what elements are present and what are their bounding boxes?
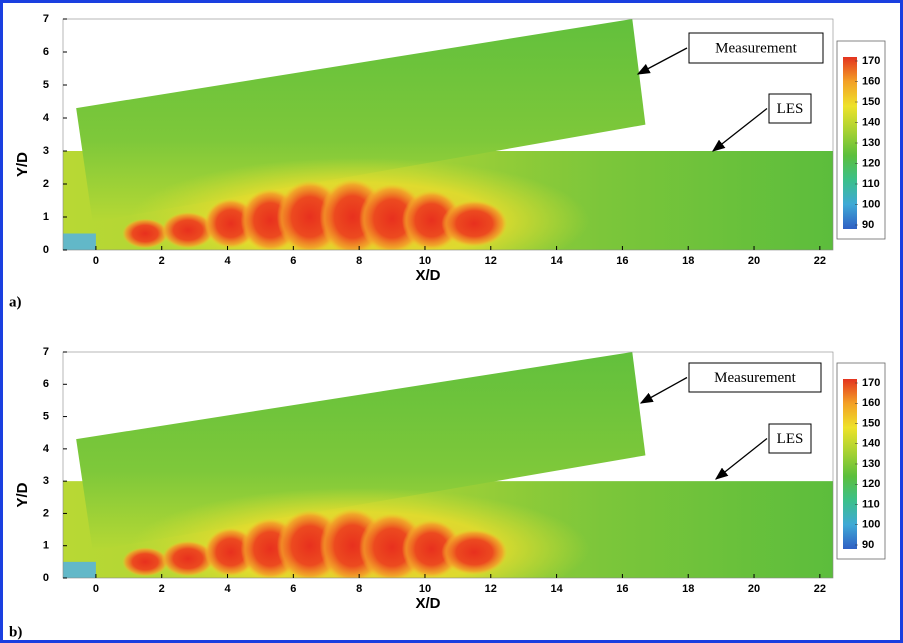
x-tick-label: 18 — [682, 583, 694, 595]
x-tick-label: 16 — [616, 255, 628, 267]
annotation-arrow — [714, 437, 768, 480]
colorbar-label: 120 — [862, 157, 880, 169]
y-tick-label: 5 — [43, 79, 49, 91]
colorbar-label: 160 — [862, 75, 880, 87]
y-tick-label: 3 — [43, 475, 49, 487]
x-tick-label: 2 — [159, 255, 165, 267]
x-tick-label: 22 — [814, 583, 826, 595]
y-tick-label: 5 — [43, 410, 49, 422]
panel-label: b) — [9, 624, 22, 640]
annotation: Measurement — [715, 40, 797, 56]
x-tick-label: 10 — [419, 255, 431, 267]
y-axis-title: Y/D — [14, 152, 31, 177]
colorbar — [843, 57, 857, 229]
plot-frame — [62, 351, 834, 579]
nozzle — [63, 233, 96, 250]
colorbar-label: 160 — [862, 397, 880, 409]
field — [63, 352, 833, 578]
x-tick-label: 20 — [748, 255, 760, 267]
annotation: LES — [777, 101, 804, 117]
colorbar — [843, 379, 857, 549]
plot-frame — [62, 18, 834, 251]
x-tick-label: 6 — [290, 583, 296, 595]
y-tick-label: 1 — [43, 540, 49, 552]
annotation: Measurement — [714, 370, 796, 386]
x-tick-label: 0 — [93, 583, 99, 595]
colorbar-label: 90 — [862, 219, 874, 231]
x-tick-label: 4 — [224, 255, 231, 267]
field — [63, 19, 833, 250]
colorbar-label: 170 — [862, 377, 880, 389]
annotation-box — [768, 93, 812, 124]
y-tick-label: 7 — [43, 13, 49, 25]
jet-core — [441, 200, 508, 247]
jet-core — [122, 218, 169, 249]
colorbar-label: 150 — [862, 417, 880, 429]
y-tick-label: 6 — [43, 378, 49, 390]
colorbar-label: 110 — [862, 498, 880, 510]
x-axis-title: X/D — [415, 267, 440, 284]
jet-core — [161, 540, 215, 577]
x-tick-label: 16 — [616, 583, 628, 595]
jet-core — [441, 529, 508, 575]
panel-label: a) — [9, 294, 22, 310]
y-tick-label: 0 — [43, 244, 49, 256]
x-tick-label: 2 — [159, 583, 165, 595]
x-tick-label: 18 — [682, 255, 694, 267]
annotation-box — [768, 423, 812, 454]
x-tick-label: 22 — [814, 255, 826, 267]
colorbar-label: 170 — [862, 55, 880, 67]
colorbar-label: 140 — [862, 116, 880, 128]
y-tick-label: 0 — [43, 572, 49, 584]
y-tick-label: 4 — [43, 443, 50, 455]
colorbar-label: 130 — [862, 458, 880, 470]
colorbar-label: 90 — [862, 539, 874, 551]
x-axis-title: X/D — [415, 595, 440, 612]
annotation-arrow — [636, 47, 688, 75]
annotation-box — [688, 32, 824, 64]
x-tick-label: 14 — [550, 583, 563, 595]
x-tick-label: 12 — [485, 583, 497, 595]
y-tick-label: 1 — [43, 211, 49, 223]
x-tick-label: 0 — [93, 255, 99, 267]
nozzle — [63, 561, 96, 578]
colorbar-label: 110 — [862, 178, 880, 190]
panel: 0 2 4 6 8 10 12 14 16 18 20 2201234567X/DY/D9010011… — [9, 13, 886, 310]
figure-canvas: 0 2 4 6 8 10 12 14 16 18 20 2201234567X/DY/D9010011… — [9, 13, 886, 640]
annotation-arrow — [711, 107, 768, 152]
x-tick-label: 20 — [748, 583, 760, 595]
x-tick-label: 6 — [290, 255, 296, 267]
y-tick-label: 2 — [43, 507, 49, 519]
colorbar-label: 100 — [862, 198, 880, 210]
x-tick-label: 8 — [356, 583, 362, 595]
annotation-arrow — [639, 376, 688, 404]
y-tick-label: 7 — [43, 346, 49, 358]
y-axis-title: Y/D — [14, 482, 31, 507]
colorbar-label: 150 — [862, 96, 880, 108]
y-tick-label: 2 — [43, 178, 49, 190]
jet-core — [122, 547, 169, 577]
x-tick-label: 14 — [550, 255, 563, 267]
colorbar-label: 130 — [862, 137, 880, 149]
x-tick-label: 10 — [419, 583, 431, 595]
x-tick-label: 12 — [485, 255, 497, 267]
colorbar-label: 140 — [862, 438, 880, 450]
annotation: LES — [777, 431, 804, 447]
jet-core — [161, 212, 215, 249]
y-tick-label: 4 — [43, 112, 50, 124]
y-tick-label: 6 — [43, 46, 49, 58]
panel: 0 2 4 6 8 10 12 14 16 18 20 2201234567X/DY/D9010011… — [9, 346, 886, 640]
annotation-box — [688, 362, 822, 393]
y-tick-label: 3 — [43, 145, 49, 157]
x-tick-label: 4 — [224, 583, 231, 595]
colorbar-label: 100 — [862, 519, 880, 531]
colorbar-label: 120 — [862, 478, 880, 490]
x-tick-label: 8 — [356, 255, 362, 267]
